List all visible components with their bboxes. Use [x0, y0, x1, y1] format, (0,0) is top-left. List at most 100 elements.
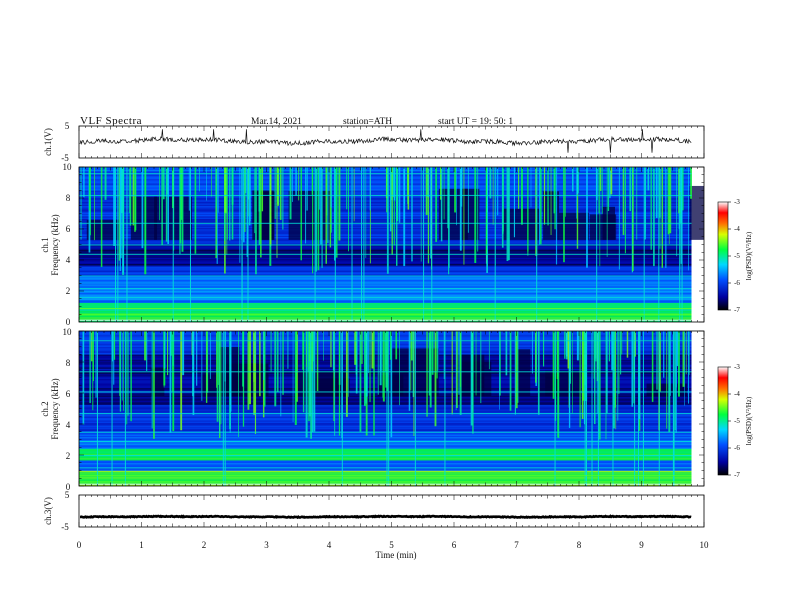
spec-band [79, 257, 692, 260]
spec-sferic-streak [565, 331, 568, 357]
spec-sferic-streak [206, 331, 209, 393]
spec-sferic-streak [488, 331, 490, 370]
spec-sferic-streak [676, 331, 679, 367]
spec-sferic-streak [655, 167, 658, 218]
spec-band [79, 219, 692, 222]
spec-sferic-streak [555, 167, 558, 265]
spec-sferic-streak [312, 167, 314, 274]
spec-band [79, 439, 692, 442]
spec-sferic-streak [311, 331, 314, 433]
spec-quiet-patch [86, 220, 121, 240]
spec-sferic-streak [682, 331, 685, 387]
spec-sferic-streak [395, 331, 398, 360]
spec-band [79, 416, 692, 418]
spec-sferic-streak [165, 167, 168, 242]
spec-band [79, 216, 692, 218]
spec-band [79, 195, 692, 198]
spec-band [79, 296, 692, 298]
spec-sferic-streak [280, 331, 282, 417]
spec-sferic-streak [261, 167, 264, 212]
spec-sferic-streak [307, 331, 309, 372]
ch1-spec-ytick: 6 [66, 224, 71, 234]
spec-band [79, 179, 692, 182]
spec-sferic-streak [373, 331, 375, 436]
spec-sferic-streak [305, 331, 308, 438]
spec-sferic-streak [622, 167, 625, 236]
spec-sferic-streak [576, 167, 579, 249]
spec-sferic-streak [91, 331, 93, 362]
spec-sferic-streak [119, 331, 121, 396]
spec-sferic-streak [289, 167, 292, 220]
spec-band [79, 196, 692, 199]
spec-sferic-streak [181, 167, 184, 252]
spec-sferic-streak [201, 331, 203, 401]
spec-sferic-streak [539, 167, 541, 245]
spec-sferic-streak [398, 167, 401, 223]
spec-band [79, 471, 692, 474]
spec-tone-line [79, 194, 692, 196]
ch3-ytick-top: 5 [65, 490, 70, 500]
spec-sferic-streak [674, 331, 677, 431]
spec-sferic-streak [365, 331, 368, 397]
ch1-ytick-bottom: -5 [61, 153, 69, 163]
spec-sferic-streak [661, 167, 664, 268]
spec-band [79, 438, 692, 440]
spec-sferic-streak [247, 331, 250, 410]
spec-band [79, 261, 692, 263]
spec-sferic-streak [215, 167, 217, 259]
time-tick-label: 10 [700, 540, 710, 550]
spec-sferic-streak [130, 331, 132, 422]
spec-sferic-streak [244, 167, 246, 233]
spec-sferic-streak [472, 331, 474, 434]
spec-sferic-streak [365, 167, 367, 258]
spec-sferic-streak [113, 331, 116, 360]
spec-sferic-streak [506, 167, 509, 262]
time-tick-label: 2 [202, 540, 207, 550]
spec-sferic-streak [394, 167, 396, 201]
spec-sferic-streak [527, 167, 529, 252]
spec-sferic-streak [292, 167, 293, 202]
spec-sferic-streak [576, 331, 579, 361]
spec-tone-line [79, 314, 692, 316]
spec-band [79, 444, 692, 447]
spec-sferic-streak [123, 331, 124, 411]
ch3-waveform-frame [78, 494, 705, 528]
spec-sferic-streak [459, 331, 461, 387]
spec-band [79, 256, 692, 258]
spec-sferic-streak [264, 331, 266, 407]
spec-tone-line [79, 308, 692, 310]
spec-band [79, 285, 692, 288]
spec-sferic-streak [238, 331, 239, 438]
spec-band [79, 225, 692, 227]
spec-band [79, 217, 692, 219]
spec-band [79, 270, 692, 272]
spec-band [79, 435, 692, 438]
ch2-spec-ytick: 8 [66, 358, 71, 368]
spec-sferic-streak [550, 167, 552, 236]
spec-band [79, 223, 692, 226]
spec-sferic-streak [229, 331, 231, 433]
spec-sferic-streak [365, 331, 367, 404]
spec-band [79, 400, 692, 403]
spec-band [79, 221, 692, 223]
spec-sferic-streak [653, 167, 655, 267]
spec-band [79, 408, 692, 411]
time-tick-label: 9 [639, 540, 644, 550]
spec-sferic-streak [92, 331, 94, 411]
ch3-waveform-trace [80, 514, 692, 520]
spec-sferic-streak [629, 167, 632, 212]
spec-band [79, 422, 692, 425]
spec-sferic-streak [300, 167, 302, 261]
ch2-cb-tick: -6 [734, 444, 740, 452]
spec-tone-line [79, 475, 692, 477]
spec-sferic-streak [242, 331, 244, 387]
spec-sferic-streak [163, 331, 165, 388]
spec-sferic-streak [676, 167, 678, 257]
spec-band [79, 399, 692, 402]
spec-band [79, 457, 692, 460]
spec-sferic-streak [144, 331, 147, 361]
spec-band [79, 409, 692, 412]
spec-band [79, 293, 692, 296]
spec-sferic-streak [461, 167, 463, 207]
spec-impulse-line [124, 331, 126, 486]
